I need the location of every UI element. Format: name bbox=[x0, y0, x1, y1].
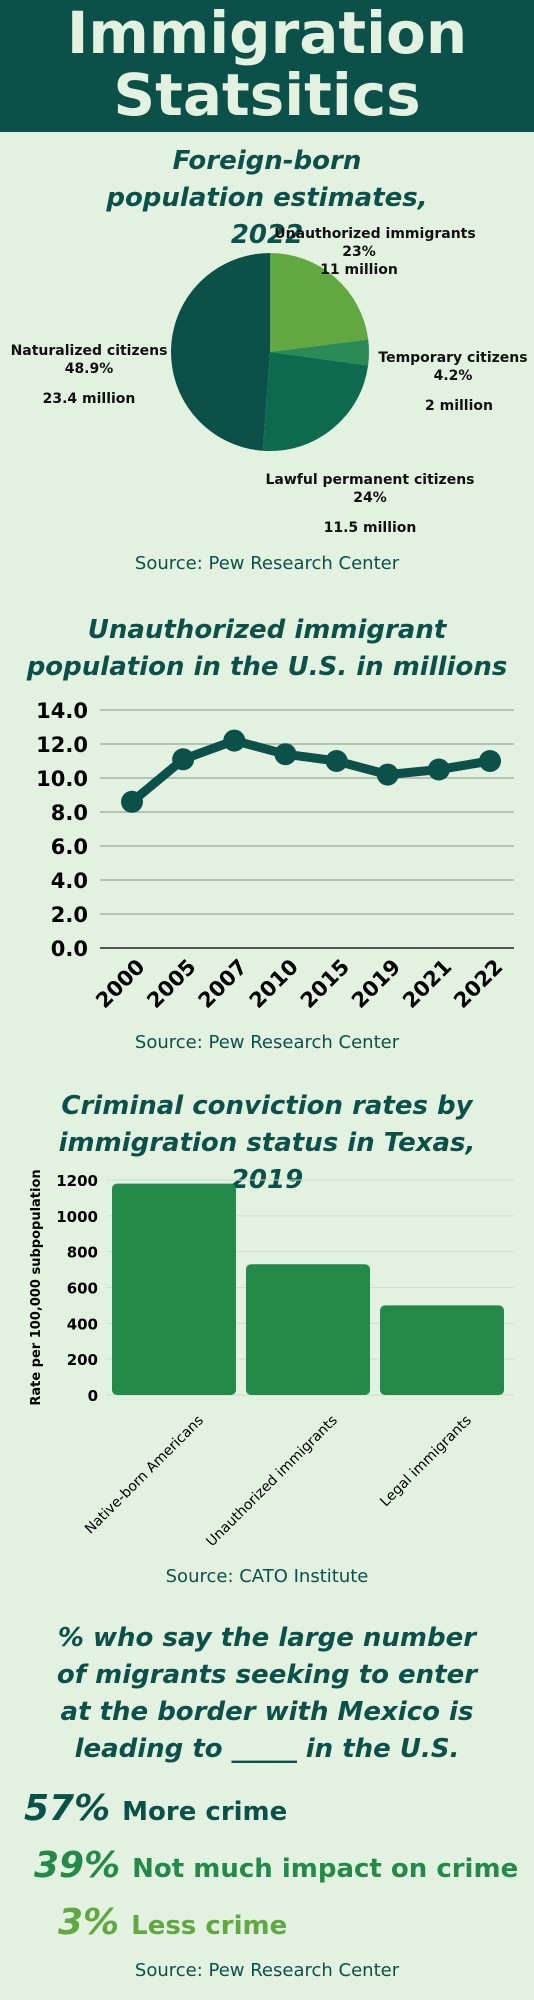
line-xtick-label-2007: 2007 bbox=[194, 955, 252, 1013]
pie-label-unauthorized: Unauthorized immigrants 23% 11 million bbox=[270, 225, 480, 279]
pie-chart bbox=[171, 253, 370, 451]
line-point-2021 bbox=[427, 758, 450, 781]
line-point-2005 bbox=[172, 748, 195, 771]
bar-source: Source: CATO Institute bbox=[165, 1566, 369, 1587]
pie-label-lawful-count: 11.5 million bbox=[323, 520, 417, 536]
pie-chart-title: Foreign-born population estimates, 2022 bbox=[106, 146, 428, 250]
bar-ytick-label-6: 1200 bbox=[56, 1172, 98, 1190]
bar-ytick-label-3: 600 bbox=[67, 1280, 98, 1298]
line-point-2000 bbox=[121, 790, 143, 813]
pie-label-naturalized: Naturalized citizens 48.9% 23.4 million bbox=[4, 342, 174, 408]
pie-label-unauthorized-count: 11 million bbox=[320, 262, 398, 278]
bar-ytick-label-5: 1000 bbox=[56, 1208, 98, 1226]
line-point-2010 bbox=[274, 743, 297, 766]
pie-label-temporary: Temporary citizens 4.2% 2 million bbox=[372, 349, 534, 415]
bar-ytick-label-1: 200 bbox=[67, 1351, 98, 1369]
pie-label-naturalized-count: 23.4 million bbox=[42, 391, 136, 407]
line-xtick-label-2019: 2019 bbox=[347, 955, 405, 1013]
line-point-2022 bbox=[479, 750, 501, 772]
line-ytick-label-2: 4.0 bbox=[51, 869, 88, 893]
line-ytick-label-4: 8.0 bbox=[51, 801, 88, 825]
pie-slice-1 bbox=[270, 339, 370, 366]
bar-xtick-label-0: Native-born Americans bbox=[82, 1413, 207, 1538]
survey-label-more-crime: More crime bbox=[122, 1797, 288, 1827]
bar-chart: 0 200 400 600 800 1000 1200 Rate per 100,000 su… bbox=[29, 1169, 514, 1550]
pie-slice-0 bbox=[270, 253, 369, 352]
bar-xtick-label-1: Unauthorized immigrants bbox=[203, 1413, 340, 1550]
line-xtick-label-2021: 2021 bbox=[398, 955, 456, 1013]
survey-item-more-crime: 57% More crime bbox=[24, 1788, 287, 1829]
pie-label-temporary-pct: 4.2% bbox=[433, 368, 473, 384]
pie-slice-3 bbox=[171, 253, 270, 451]
pie-label-naturalized-name: Naturalized citizens bbox=[10, 343, 168, 359]
survey-item-less-crime: 3% Less crime bbox=[58, 1902, 287, 1943]
pie-label-lawful-name: Lawful permanent citizens bbox=[265, 472, 475, 488]
line-ytick-label-7: 14.0 bbox=[36, 699, 88, 723]
survey-source: Source: Pew Research Center bbox=[134, 1960, 400, 1981]
line-ytick-label-5: 10.0 bbox=[36, 767, 88, 791]
bar-xtick-label-2: Legal immigrants bbox=[377, 1413, 475, 1511]
line-ytick-label-1: 2.0 bbox=[51, 903, 88, 927]
bar-ytick-label-2: 400 bbox=[67, 1315, 98, 1333]
pie-label-unauthorized-name: Unauthorized immigrants bbox=[274, 226, 476, 242]
line-point-2019 bbox=[376, 763, 399, 786]
survey-pct-not-much-impact: 39% bbox=[34, 1845, 121, 1886]
line-ytick-label-0: 0.0 bbox=[51, 937, 88, 961]
line-xtick-label-2010: 2010 bbox=[245, 955, 303, 1013]
page-title: Immigration Statsitics bbox=[66, 0, 468, 129]
bar-2 bbox=[380, 1305, 504, 1395]
survey-pct-more-crime: 57% bbox=[24, 1788, 111, 1829]
line-xtick-label-2015: 2015 bbox=[296, 955, 354, 1013]
line-chart: 0.02.04.06.08.010.012.014.02000200520072… bbox=[36, 699, 514, 1013]
line-chart-title: Unauthorized immigrant population in the… bbox=[26, 615, 508, 682]
line-xtick-label-2005: 2005 bbox=[142, 955, 200, 1013]
pie-label-lawful: Lawful permanent citizens 24% 11.5 milli… bbox=[260, 471, 480, 537]
line-ytick-label-3: 6.0 bbox=[51, 835, 88, 859]
bar-ytick-label-0: 0 bbox=[88, 1387, 98, 1405]
bar-ylabel: Rate per 100,000 subpopulation bbox=[29, 1169, 44, 1405]
pie-source: Source: Pew Research Center bbox=[134, 553, 400, 574]
pie-label-unauthorized-pct: 23% bbox=[342, 244, 376, 260]
survey-pct-less-crime: 3% bbox=[58, 1902, 120, 1943]
survey-label-less-crime: Less crime bbox=[131, 1911, 288, 1941]
pie-label-temporary-name: Temporary citizens bbox=[378, 350, 528, 366]
pie-label-naturalized-pct: 48.9% bbox=[64, 361, 114, 377]
pie-label-temporary-count: 2 million bbox=[425, 398, 493, 414]
survey-title: % who say the large number of migrants s… bbox=[56, 1623, 478, 1764]
bar-chart-title: Criminal conviction rates by immigration… bbox=[58, 1091, 476, 1195]
bar-0 bbox=[112, 1183, 236, 1395]
line-xtick-label-2000: 2000 bbox=[91, 955, 149, 1013]
pie-slice-2 bbox=[262, 352, 369, 451]
bar-ytick-label-4: 800 bbox=[67, 1244, 98, 1262]
header-banner: Immigration Statsitics bbox=[0, 0, 534, 132]
survey-item-not-much-impact: 39% Not much impact on crime bbox=[34, 1845, 518, 1886]
line-ytick-label-6: 12.0 bbox=[36, 733, 88, 757]
line-point-2015 bbox=[325, 750, 348, 772]
line-xtick-label-2022: 2022 bbox=[449, 955, 507, 1013]
line-source: Source: Pew Research Center bbox=[134, 1032, 400, 1053]
line-point-2007 bbox=[223, 729, 246, 752]
pie-label-lawful-pct: 24% bbox=[353, 490, 387, 506]
survey-label-not-much-impact: Not much impact on crime bbox=[132, 1854, 519, 1884]
bar-1 bbox=[246, 1264, 370, 1395]
